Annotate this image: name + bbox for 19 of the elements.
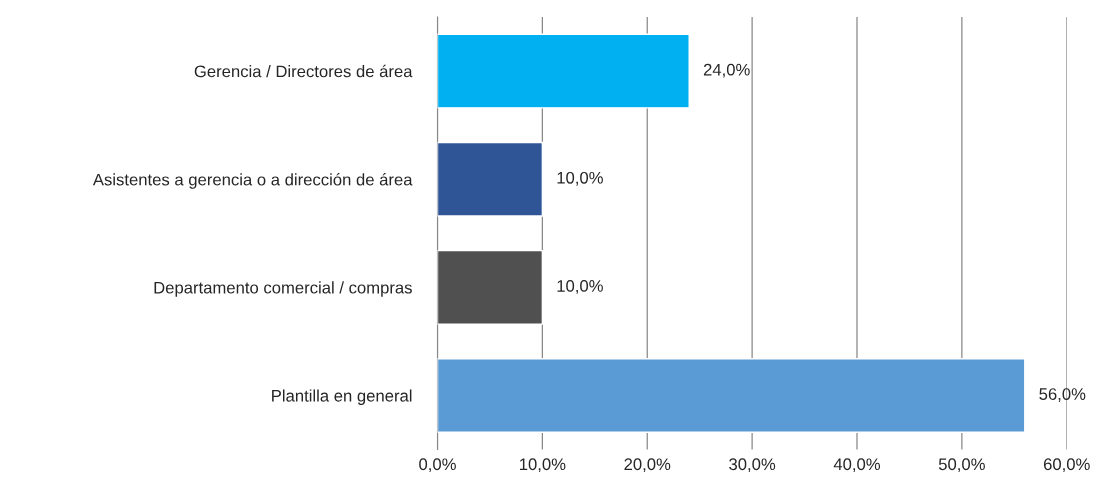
x-tick-label: 50,0% <box>938 458 985 473</box>
x-tick-label: 0,0% <box>419 458 456 473</box>
y-tick-label: Plantilla en general <box>272 389 412 405</box>
y-tick-label: Gerencia / Directores de área <box>194 64 413 78</box>
bar <box>437 358 1026 433</box>
data-label: 10,0% <box>557 171 603 186</box>
bar <box>437 249 544 325</box>
x-tick-label: 40,0% <box>833 458 881 473</box>
x-tick-label: 60,0% <box>1043 458 1090 473</box>
bar <box>437 33 690 109</box>
y-tick-label: Asistentes a gerencia o a dirección de área <box>92 173 413 189</box>
x-tick-label: 20,0% <box>624 458 671 473</box>
data-label: 10,0% <box>557 280 603 294</box>
bar <box>437 141 544 217</box>
y-tick-label: Departamento comercial / compras <box>154 281 412 297</box>
x-tick-label: 30,0% <box>729 458 776 473</box>
x-tick-label: 10,0% <box>520 458 566 473</box>
data-label: 56,0% <box>1039 388 1086 402</box>
data-label: 24,0% <box>703 63 750 78</box>
